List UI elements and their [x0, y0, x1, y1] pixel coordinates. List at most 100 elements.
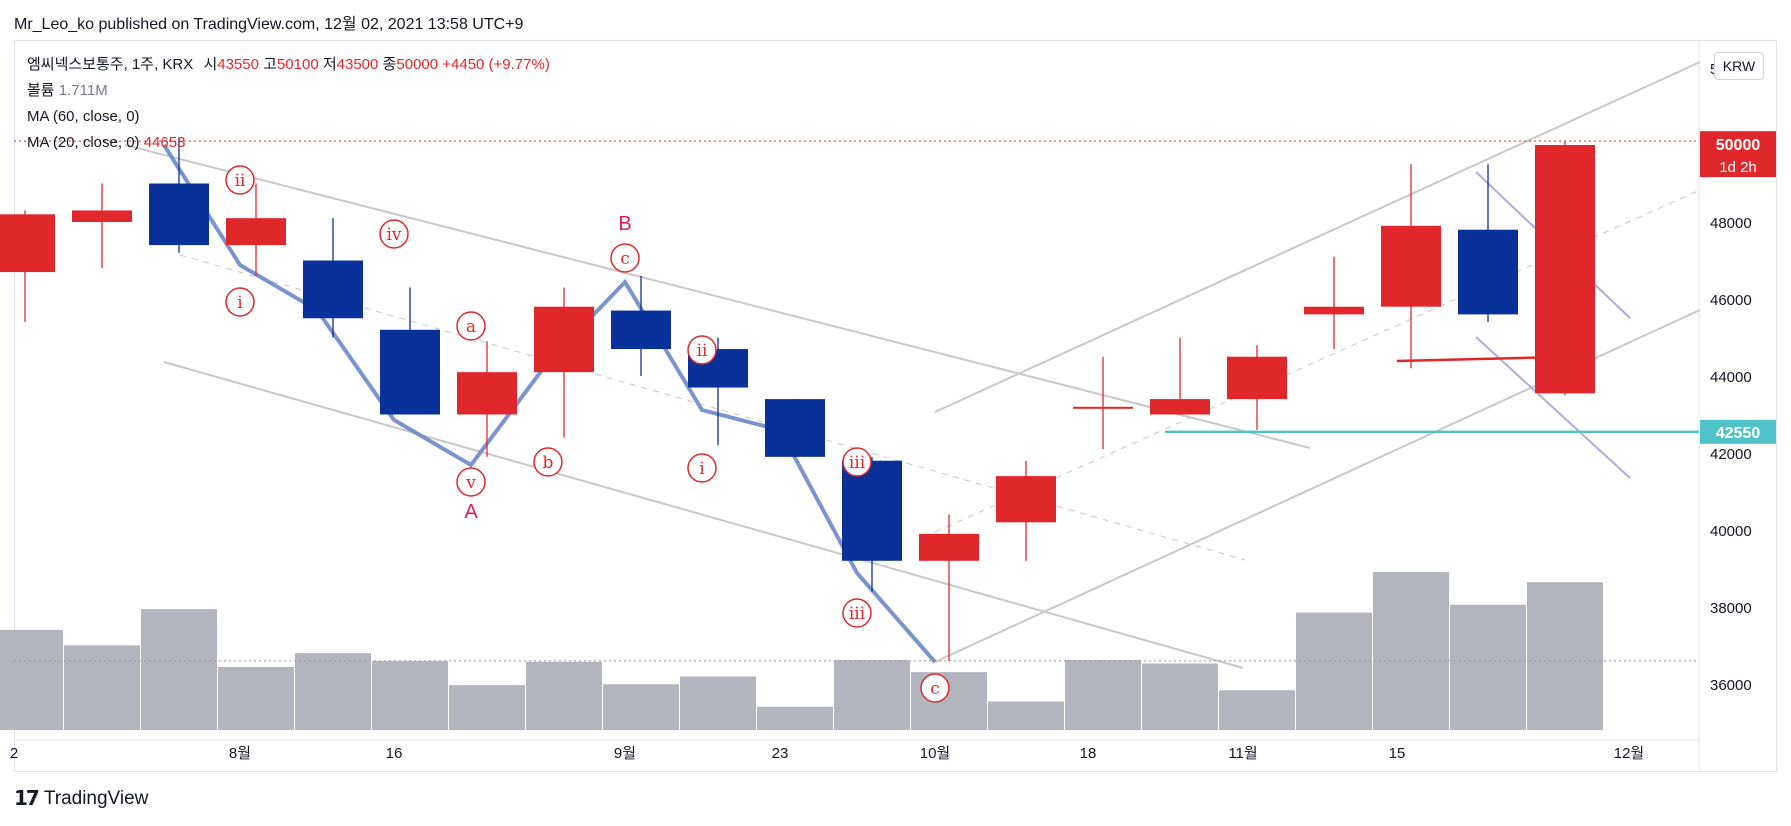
wave-label: ii: [235, 171, 246, 191]
wave-label: ii: [697, 341, 708, 361]
volume-bar: [1296, 612, 1372, 730]
wave-label: c: [620, 249, 630, 269]
candle-body: [1381, 225, 1441, 307]
candle-body: [919, 533, 979, 561]
time-tick-label: 2: [10, 745, 18, 762]
projection-line: [1475, 336, 1631, 479]
wave-label-circle: [225, 165, 255, 195]
ma20-value: 44653: [143, 134, 186, 151]
wave-label: i: [237, 293, 243, 313]
volume-bar: [218, 666, 294, 730]
wave-label-circle: [687, 335, 717, 365]
high-label: 고: [263, 56, 277, 73]
volume-bar: [1450, 604, 1526, 730]
candle-body: [1227, 356, 1287, 400]
ma20-row[interactable]: MA (20, close, 0) 44653: [27, 130, 550, 156]
candle-body: [149, 183, 209, 246]
wave-label-circle: [533, 447, 563, 477]
wave-label-circle: [920, 673, 950, 703]
cyan-level-label: 42550: [1716, 425, 1761, 442]
cyan-level-badge: [1700, 419, 1776, 444]
tradingview-brand: TradingView: [43, 787, 149, 809]
wave-label: iv: [386, 225, 401, 245]
tradingview-logo-icon: 𝟭𝟳: [14, 788, 40, 810]
currency-button[interactable]: KRW: [1714, 52, 1764, 80]
wave-label: iii: [849, 604, 866, 624]
volume-bar: [988, 701, 1064, 730]
volume-bar: [141, 609, 217, 730]
time-tick-label: 15: [1389, 745, 1406, 762]
candle-body: [1304, 306, 1364, 315]
candle-body: [842, 460, 902, 561]
candle-body: [457, 372, 517, 415]
volume-bar: [64, 645, 140, 730]
low-label: 저: [322, 56, 337, 73]
last-price-label: 50000: [1716, 137, 1761, 154]
candle-body: [226, 218, 286, 246]
candle-body: [1458, 229, 1518, 315]
wave-label-circle: [379, 219, 409, 249]
wave-label: i: [699, 459, 705, 479]
volume-bar: [834, 660, 910, 730]
trend-channel-line: [124, 144, 1311, 449]
time-tick-label: 8월: [229, 745, 251, 762]
chart-frame[interactable]: [14, 40, 1777, 772]
ohlc-row[interactable]: 엠씨넥스보통주, 1주, KRX 시43550 고50100 저43500 종5…: [27, 52, 550, 78]
candle-body: [72, 210, 132, 222]
chart-legend: 엠씨넥스보통주, 1주, KRX 시43550 고50100 저43500 종5…: [27, 52, 550, 156]
candle-body: [380, 329, 440, 415]
price-tick-label: 40000: [1710, 523, 1752, 540]
wave-label-circle: [610, 243, 640, 273]
open-label: 시: [203, 56, 218, 73]
candle-body: [534, 306, 594, 373]
volume-bar: [1142, 663, 1218, 730]
last-price-badge: [1700, 131, 1776, 178]
wave-label: a: [466, 317, 476, 337]
close-value: 50000: [396, 56, 439, 73]
change-value: +4450 (+9.77%): [442, 56, 550, 73]
price-tick-label: 44000: [1710, 369, 1752, 386]
published-header: Mr_Leo_ko published on TradingView.com, …: [14, 16, 524, 33]
trend-channel-line: [163, 361, 1244, 669]
candle-body: [1535, 145, 1595, 394]
ma60-row[interactable]: MA (60, close, 0): [27, 104, 550, 130]
wave-label: c: [930, 679, 940, 699]
price-tick-label: 48000: [1710, 215, 1752, 232]
volume-row[interactable]: 볼륨 1.711M: [27, 78, 550, 104]
candle-body: [0, 214, 55, 273]
candle-body: [611, 310, 671, 350]
ma20-label: MA (20, close, 0): [27, 134, 140, 151]
candle-body: [303, 260, 363, 319]
time-tick-label: 16: [386, 745, 403, 762]
close-label: 종: [382, 56, 397, 73]
volume-bar: [449, 685, 525, 730]
wave-label-circle: [842, 598, 872, 628]
wave-label-circle: [225, 287, 255, 317]
symbol-title[interactable]: 엠씨넥스보통주, 1주, KRX: [27, 56, 194, 73]
wave-label: v: [465, 473, 476, 493]
time-tick-label: 9월: [614, 745, 636, 762]
price-tick-label: 42000: [1710, 446, 1752, 463]
price-tick-label: 36000: [1710, 677, 1752, 694]
countdown-label: 1d 2h: [1719, 159, 1757, 176]
time-tick-label: 18: [1080, 745, 1097, 762]
time-tick-label: 12월: [1614, 745, 1645, 762]
volume-bar: [1219, 690, 1295, 730]
open-value: 43550: [217, 56, 259, 73]
volume-bar: [680, 676, 756, 730]
time-tick-label: 23: [772, 745, 789, 762]
wave-label: B: [618, 213, 631, 235]
ma60-label: MA (60, close, 0): [27, 108, 140, 125]
wave-label-circle: [456, 311, 486, 341]
candle-body: [765, 399, 825, 457]
wave-label: b: [543, 453, 554, 473]
tradingview-footer[interactable]: 𝟭𝟳 TradingView: [14, 786, 148, 811]
low-value: 43500: [336, 56, 379, 73]
volume-bar: [0, 629, 63, 730]
wave-label-circle: [842, 447, 872, 477]
time-tick-label: 10월: [920, 745, 951, 762]
volume-bar: [1527, 582, 1603, 730]
time-tick-label: 11월: [1228, 745, 1257, 762]
volume-bar: [1373, 571, 1449, 730]
